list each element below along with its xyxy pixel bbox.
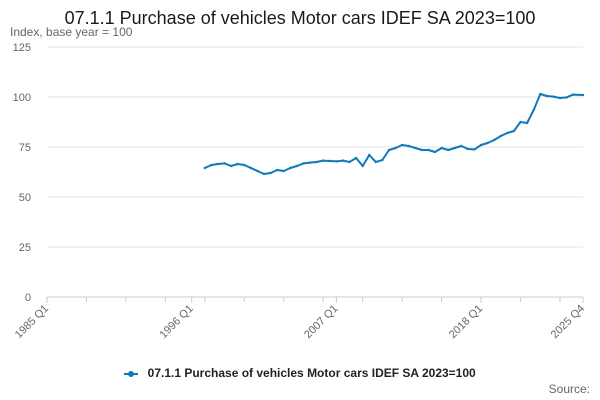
y-tick-label: 0 — [25, 292, 31, 304]
data-point[interactable] — [256, 169, 259, 173]
data-point[interactable] — [525, 121, 529, 125]
data-point[interactable] — [374, 160, 377, 164]
data-point[interactable] — [335, 160, 338, 163]
data-point[interactable] — [552, 95, 555, 98]
data-point[interactable] — [223, 162, 226, 165]
x-tick-label: 1996 Q1 — [157, 303, 195, 341]
data-point[interactable] — [315, 160, 318, 164]
y-tick-label: 125 — [13, 42, 31, 54]
x-tick-label: 1985 Q1 — [13, 303, 51, 341]
data-point[interactable] — [545, 94, 548, 98]
data-point[interactable] — [414, 146, 417, 150]
data-point[interactable] — [269, 171, 272, 175]
x-tick-label: 2018 Q1 — [447, 303, 485, 341]
data-point[interactable] — [400, 143, 404, 147]
chart-title: 07.1.1 Purchase of vehicles Motor cars I… — [64, 8, 536, 28]
data-point[interactable] — [262, 172, 266, 176]
chart-subtitle: Index, base year = 100 — [10, 25, 133, 39]
data-point[interactable] — [216, 162, 220, 166]
y-tick-label: 25 — [19, 242, 31, 254]
data-point[interactable] — [493, 138, 496, 142]
legend[interactable]: 07.1.1 Purchase of vehicles Motor cars I… — [0, 366, 600, 380]
data-point[interactable] — [249, 166, 253, 170]
data-point[interactable] — [519, 120, 522, 124]
data-point[interactable] — [322, 159, 325, 162]
data-point[interactable] — [289, 166, 292, 170]
data-point[interactable] — [479, 143, 483, 147]
data-point[interactable] — [427, 148, 430, 152]
data-point[interactable] — [348, 160, 351, 164]
y-tick-label: 50 — [19, 192, 31, 204]
data-point[interactable] — [571, 93, 575, 96]
data-point[interactable] — [243, 163, 246, 167]
data-point[interactable] — [420, 148, 424, 152]
x-tick-label: 2007 Q1 — [302, 303, 340, 341]
data-point[interactable] — [447, 148, 450, 152]
data-point[interactable] — [565, 96, 568, 99]
legend-label: 07.1.1 Purchase of vehicles Motor cars I… — [147, 366, 476, 380]
data-point[interactable] — [558, 96, 562, 100]
data-point[interactable] — [486, 141, 489, 145]
data-point[interactable] — [328, 159, 331, 163]
y-tick-label: 100 — [13, 92, 31, 104]
data-point[interactable] — [203, 166, 206, 170]
data-point[interactable] — [302, 162, 305, 165]
data-point[interactable] — [433, 150, 437, 154]
data-point[interactable] — [581, 93, 585, 97]
data-point[interactable] — [506, 131, 509, 135]
data-point[interactable] — [539, 92, 542, 96]
data-point[interactable] — [381, 158, 384, 162]
data-point[interactable] — [460, 144, 463, 148]
x-tick-label: 2025 Q4 — [549, 303, 587, 341]
data-point[interactable] — [295, 164, 299, 168]
data-point[interactable] — [229, 164, 233, 168]
data-point[interactable] — [473, 148, 476, 151]
data-point[interactable] — [407, 144, 410, 148]
data-point[interactable] — [387, 148, 391, 152]
data-point[interactable] — [440, 146, 443, 150]
data-point[interactable] — [341, 159, 345, 162]
y-tick-label: 75 — [19, 142, 31, 154]
data-point[interactable] — [532, 108, 535, 112]
data-point[interactable] — [361, 164, 364, 168]
data-point[interactable] — [282, 169, 285, 173]
source-label: Source: — [548, 382, 590, 396]
data-point[interactable] — [276, 168, 279, 172]
data-point[interactable] — [453, 146, 456, 150]
series-line[interactable] — [204, 93, 584, 175]
data-point[interactable] — [512, 129, 516, 133]
data-point[interactable] — [308, 161, 312, 164]
data-point[interactable] — [368, 153, 371, 157]
data-point[interactable] — [354, 156, 358, 160]
data-point[interactable] — [466, 147, 470, 151]
data-point[interactable] — [210, 163, 213, 167]
legend-swatch-icon — [124, 370, 139, 377]
data-point[interactable] — [236, 162, 239, 166]
data-point[interactable] — [394, 146, 397, 150]
data-point[interactable] — [499, 134, 502, 138]
